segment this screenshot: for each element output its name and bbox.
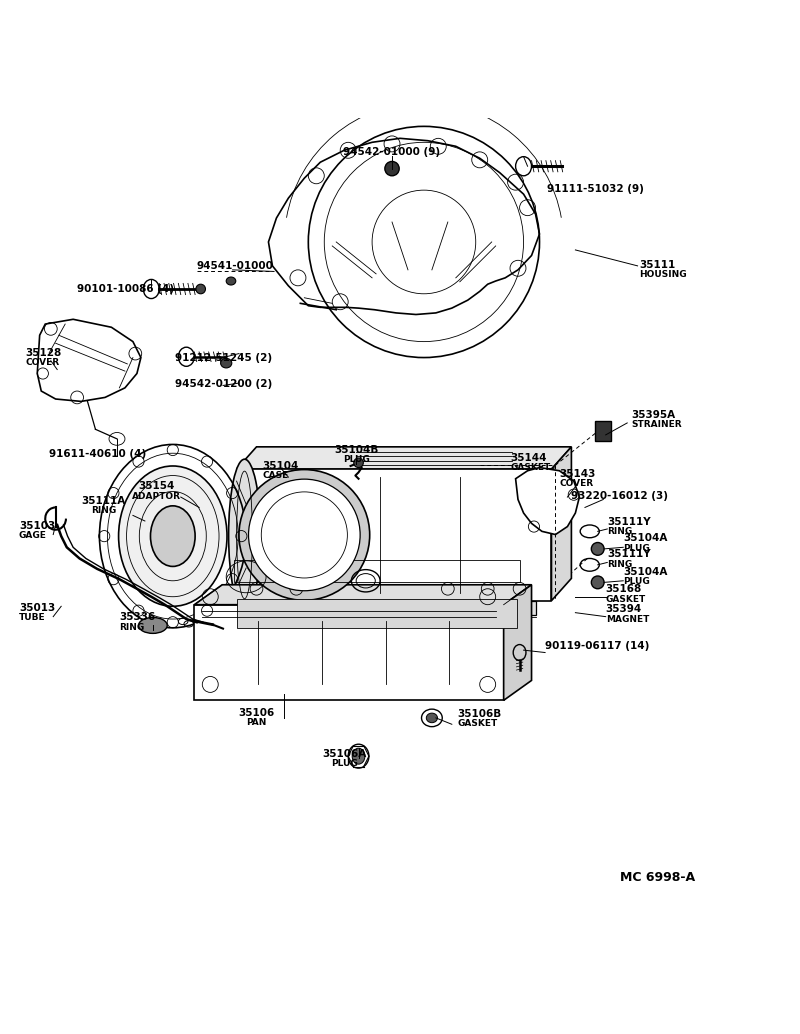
- Text: 35336: 35336: [119, 612, 156, 622]
- Text: COVER: COVER: [26, 358, 59, 367]
- Text: 35128: 35128: [26, 347, 62, 358]
- Text: 35104A: 35104A: [623, 567, 667, 577]
- Text: PAN: PAN: [246, 719, 266, 728]
- Polygon shape: [194, 605, 504, 700]
- Polygon shape: [504, 585, 531, 700]
- Text: 35144: 35144: [510, 453, 546, 463]
- Text: PLUG: PLUG: [623, 577, 650, 586]
- Text: MAGNET: MAGNET: [606, 615, 649, 624]
- Polygon shape: [551, 447, 571, 601]
- Ellipse shape: [352, 749, 365, 764]
- Ellipse shape: [249, 479, 360, 590]
- Text: GASKET: GASKET: [510, 463, 550, 473]
- Text: 35104B: 35104B: [334, 445, 378, 455]
- Text: 91212-51245 (2): 91212-51245 (2): [175, 354, 272, 363]
- Text: PLUG: PLUG: [342, 455, 370, 463]
- Text: 35111Y: 35111Y: [607, 517, 651, 526]
- Polygon shape: [237, 447, 571, 469]
- Text: STRAINER: STRAINER: [631, 420, 682, 429]
- Text: 35106A: 35106A: [322, 749, 366, 759]
- Bar: [234, 560, 519, 582]
- Text: COVER: COVER: [559, 480, 594, 488]
- Text: MC 6998-A: MC 6998-A: [620, 871, 695, 884]
- Text: 94541-01000: 94541-01000: [197, 262, 274, 272]
- Polygon shape: [237, 599, 517, 628]
- Ellipse shape: [239, 469, 370, 601]
- Text: 35106B: 35106B: [458, 708, 502, 719]
- Polygon shape: [245, 601, 535, 615]
- Ellipse shape: [229, 459, 261, 611]
- Text: 91611-40610 (4): 91611-40610 (4): [50, 449, 146, 459]
- Text: 35111A: 35111A: [82, 496, 126, 506]
- Text: 35395A: 35395A: [631, 409, 675, 420]
- Ellipse shape: [591, 543, 604, 555]
- Text: 35104A: 35104A: [623, 534, 667, 543]
- Text: RING: RING: [607, 559, 633, 569]
- Text: 90101-10086 (4): 90101-10086 (4): [77, 283, 174, 294]
- Text: PLUG: PLUG: [623, 544, 650, 553]
- Ellipse shape: [138, 617, 167, 634]
- Text: 35168: 35168: [606, 584, 642, 595]
- Ellipse shape: [426, 713, 438, 723]
- Ellipse shape: [118, 466, 227, 606]
- Ellipse shape: [150, 506, 195, 567]
- Text: RING: RING: [119, 622, 145, 632]
- Text: 35111: 35111: [639, 260, 675, 270]
- Text: HOUSING: HOUSING: [639, 271, 686, 279]
- Ellipse shape: [354, 458, 363, 467]
- Text: 35154: 35154: [138, 482, 175, 491]
- Text: 35143: 35143: [559, 468, 596, 479]
- Text: RING: RING: [91, 507, 116, 515]
- Text: GAGE: GAGE: [19, 531, 47, 540]
- Text: 35013: 35013: [19, 603, 55, 613]
- Text: 94542-01200 (2): 94542-01200 (2): [175, 379, 273, 390]
- Ellipse shape: [385, 161, 399, 176]
- Text: CASE: CASE: [262, 472, 288, 481]
- Ellipse shape: [591, 576, 604, 588]
- Text: RING: RING: [607, 527, 633, 537]
- Polygon shape: [194, 585, 531, 605]
- Polygon shape: [269, 139, 539, 314]
- Text: 35394: 35394: [606, 604, 642, 614]
- Polygon shape: [515, 467, 579, 535]
- Polygon shape: [38, 320, 141, 401]
- Ellipse shape: [196, 284, 206, 294]
- Text: 35106: 35106: [238, 708, 274, 718]
- Text: TUBE: TUBE: [19, 613, 46, 622]
- Text: 35111Y: 35111Y: [607, 549, 651, 559]
- Text: 94542-01000 (9): 94542-01000 (9): [343, 147, 441, 157]
- Text: ADAPTOR: ADAPTOR: [132, 492, 182, 501]
- Ellipse shape: [226, 277, 236, 285]
- Text: 35104: 35104: [262, 461, 298, 470]
- Text: 90119-06117 (14): 90119-06117 (14): [545, 641, 650, 651]
- Text: GASKET: GASKET: [458, 720, 498, 728]
- Polygon shape: [237, 469, 551, 601]
- Text: 35103: 35103: [19, 520, 55, 530]
- Text: 91111-51032 (9): 91111-51032 (9): [547, 184, 644, 194]
- Text: PLUG: PLUG: [331, 759, 358, 768]
- Ellipse shape: [221, 359, 232, 368]
- Text: GASKET: GASKET: [606, 595, 646, 604]
- Text: 93220-16012 (3): 93220-16012 (3): [571, 491, 669, 501]
- Bar: [595, 421, 611, 442]
